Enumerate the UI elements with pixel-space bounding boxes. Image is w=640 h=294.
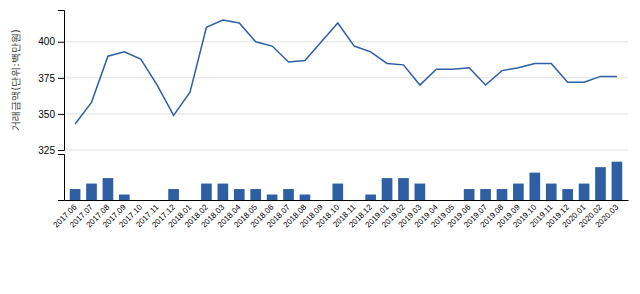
bar xyxy=(595,167,606,200)
bar xyxy=(283,189,294,200)
axis-line xyxy=(58,11,65,151)
bar xyxy=(152,200,163,201)
bar xyxy=(267,195,278,200)
tick-mark xyxy=(58,78,64,79)
bar xyxy=(480,189,491,200)
line-panel: 325 350 375 400 xyxy=(38,11,628,156)
x-axis: 2017.062017.072017.082017.092017.102017.… xyxy=(52,201,629,230)
chart: 325 350 375 400 거래금액(단위:백만원) 2017.062017.0720… xyxy=(0,0,640,294)
bar xyxy=(250,189,261,200)
bar xyxy=(168,189,179,200)
bar xyxy=(70,189,81,200)
tick: 2020.03 xyxy=(593,202,620,229)
tick-mark xyxy=(58,150,64,151)
y-axis xyxy=(58,155,65,201)
tick-label: 325 xyxy=(38,145,55,156)
axis-line xyxy=(58,155,65,201)
bar xyxy=(234,189,245,200)
tick-label: 375 xyxy=(38,73,55,84)
bar xyxy=(103,178,114,200)
bar xyxy=(365,195,376,200)
bar xyxy=(513,184,524,200)
bar xyxy=(398,178,409,200)
tick-label: 350 xyxy=(38,109,55,120)
bar xyxy=(529,173,540,200)
bar xyxy=(382,178,393,200)
y-axis: 325 350 375 400 xyxy=(38,11,64,156)
grid-line xyxy=(64,77,628,78)
bar xyxy=(447,200,458,201)
bar xyxy=(579,184,590,200)
tick-mark xyxy=(58,42,64,43)
grid-line xyxy=(64,113,628,114)
bar xyxy=(464,189,475,200)
tick: 375 xyxy=(38,73,64,84)
tick-mark xyxy=(58,114,64,115)
bar xyxy=(332,184,343,200)
axis-line xyxy=(65,200,629,201)
grid-line xyxy=(64,41,628,42)
tick: 400 xyxy=(38,36,64,47)
bar xyxy=(135,200,146,201)
bar xyxy=(316,200,327,201)
y-axis-title: 거래금액(단위:백만원) xyxy=(10,29,21,130)
tick-label: 2020.03 xyxy=(593,202,620,229)
plot-area xyxy=(70,162,623,200)
bar-panel: 2017.062017.072017.082017.092017.102017.… xyxy=(52,155,629,230)
bar xyxy=(119,195,130,200)
bar xyxy=(185,200,196,201)
bar xyxy=(201,184,212,200)
grid-line xyxy=(64,150,628,151)
bar xyxy=(349,200,360,201)
tick-label: 400 xyxy=(38,36,55,47)
bar xyxy=(86,184,97,200)
bar xyxy=(546,184,557,200)
bar xyxy=(431,200,442,201)
bar xyxy=(218,184,229,200)
bar xyxy=(612,162,623,200)
tick: 350 xyxy=(38,109,64,120)
bar xyxy=(562,189,573,200)
bar xyxy=(415,184,426,200)
grid xyxy=(64,42,628,150)
plot-area xyxy=(75,20,617,124)
bar xyxy=(497,189,508,200)
line xyxy=(75,20,617,124)
bar xyxy=(300,195,311,200)
